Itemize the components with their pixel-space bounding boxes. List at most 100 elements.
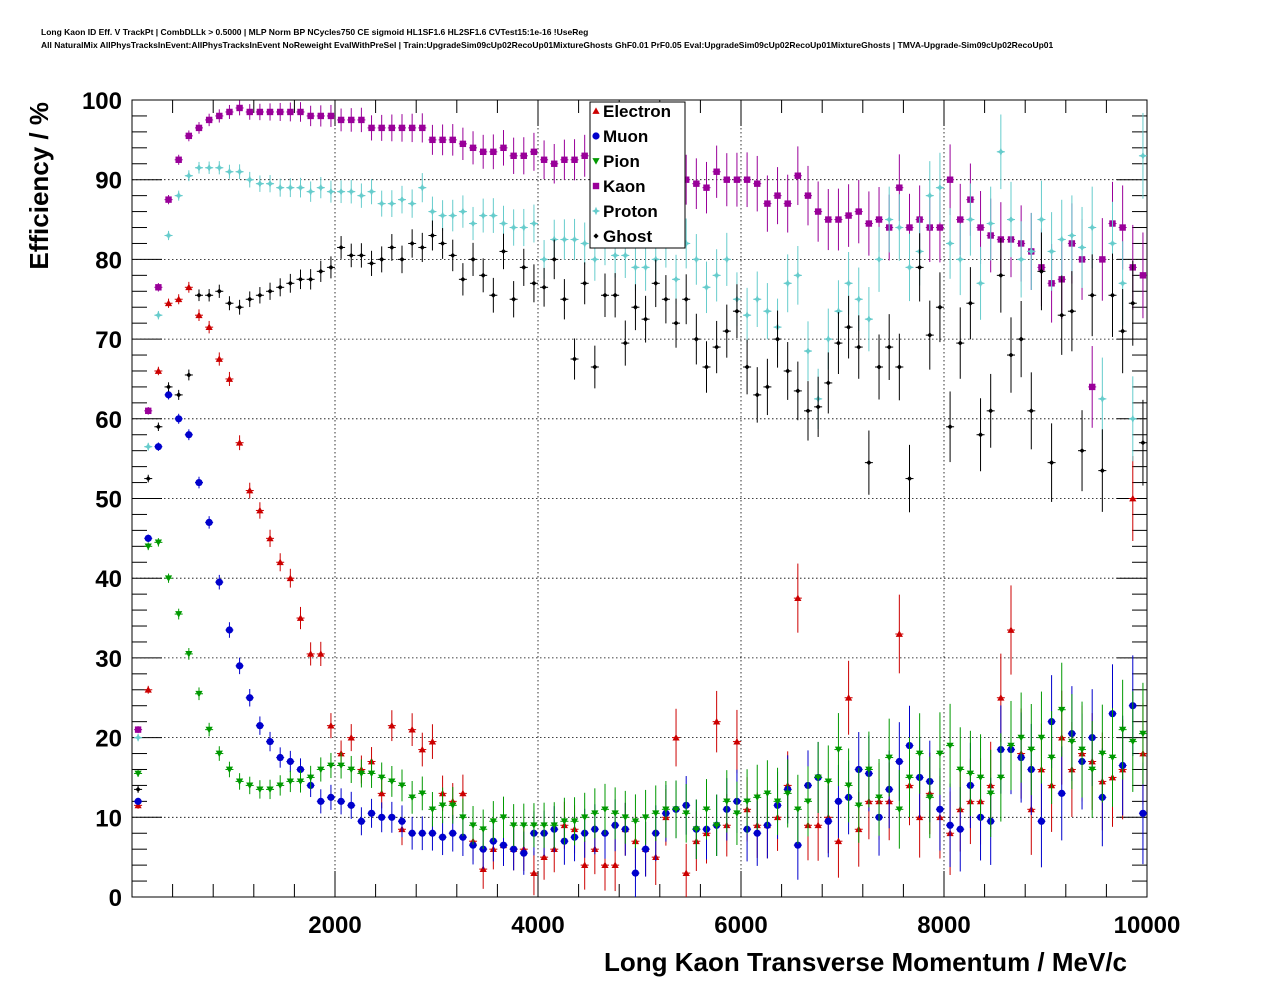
pion-point [905,737,914,818]
pion-point [946,703,955,788]
ghost-marker [683,296,689,302]
muon-marker [276,753,284,762]
proton-point [336,180,346,204]
pion-marker [723,798,731,805]
pion-marker [916,750,924,758]
ghost-point [367,250,376,276]
proton-marker [286,183,295,192]
pion-point [499,796,508,838]
ghost-point [743,339,752,395]
ghost-point [479,258,488,293]
electron-marker [997,694,1005,701]
muon-marker [266,737,274,746]
pion-marker [144,543,152,550]
electron-point [895,594,904,674]
ghost-marker [379,256,385,262]
ghost-marker [866,460,872,466]
pion-marker [1037,734,1046,742]
proton-point [945,208,955,279]
muon-point [235,657,244,675]
ghost-point [184,369,193,381]
pion-point [296,770,305,793]
pion-marker [1027,746,1035,754]
pion-marker [256,786,264,794]
ghost-point [672,298,681,348]
proton-point [763,283,772,340]
ghost-point [773,310,782,368]
y-tick-label: 20 [95,726,122,753]
electron-marker [428,737,437,745]
kaon-point [1098,218,1107,301]
pion-marker [235,778,244,786]
muon-point [347,791,356,819]
muon-marker [824,817,832,825]
kaon-marker [530,148,538,156]
legend-entry-electron: Electron [592,102,671,121]
proton-marker [854,295,863,304]
pion-marker [317,766,325,774]
kaon-point [753,155,762,212]
electron-marker [1129,494,1137,502]
ghost-marker [927,332,933,338]
ghost-point [956,307,965,379]
pion-marker [824,778,832,786]
ghost-point [1088,254,1097,337]
muon-marker [479,845,487,853]
ghost-point [570,338,579,380]
muon-marker [946,821,954,829]
proton-point [1098,357,1107,441]
ghost-point [986,373,995,448]
kaon-marker [459,140,467,148]
proton-marker [610,251,620,260]
grid [132,100,1147,897]
proton-marker [326,187,336,196]
y-tick-label: 0 [109,885,122,912]
ghost-marker [632,304,639,310]
pion-marker [327,762,335,770]
pion-marker [1108,754,1117,762]
proton-marker [681,239,691,248]
kaon-point [793,146,802,206]
proton-marker [1118,279,1127,288]
kaon-point [469,131,478,165]
electron-point [1128,456,1137,541]
proton-marker [418,183,427,192]
proton-marker [1047,247,1056,256]
pion-point [793,774,802,844]
proton-point [692,234,701,285]
ghost-point [458,263,467,296]
ghost-point [875,334,884,400]
proton-marker [1006,215,1016,224]
pion-point [306,765,315,790]
kaon-point [144,407,153,415]
ghost-point [397,245,406,274]
ghost-marker [531,280,537,286]
proton-point [905,233,914,302]
electron-marker [682,869,690,876]
legend-entry-muon: Muon [592,127,648,146]
ghost-marker [1089,292,1095,298]
proton-point [347,179,356,204]
kaon-point [458,127,467,161]
chart-title: Long Kaon ID Eff. V TrackPt | CombDLLk >… [41,27,589,37]
ghost-marker [612,292,618,298]
pion-point [1037,691,1046,784]
ghost-point [1098,429,1107,512]
pion-point [1128,691,1137,792]
pion-point [377,762,386,793]
pion-point [550,802,559,849]
proton-marker [956,255,965,264]
ghost-point [682,274,691,325]
pion-point [702,779,711,840]
proton-marker [387,199,397,208]
proton-marker [174,191,183,200]
proton-marker [377,199,386,208]
pion-marker [662,806,670,813]
kaon-marker [236,104,243,112]
kaon-point [479,134,488,169]
ghost-point [1047,423,1056,502]
ghost-point [1118,289,1127,374]
pion-point [732,781,741,846]
kaon-marker [946,176,954,183]
